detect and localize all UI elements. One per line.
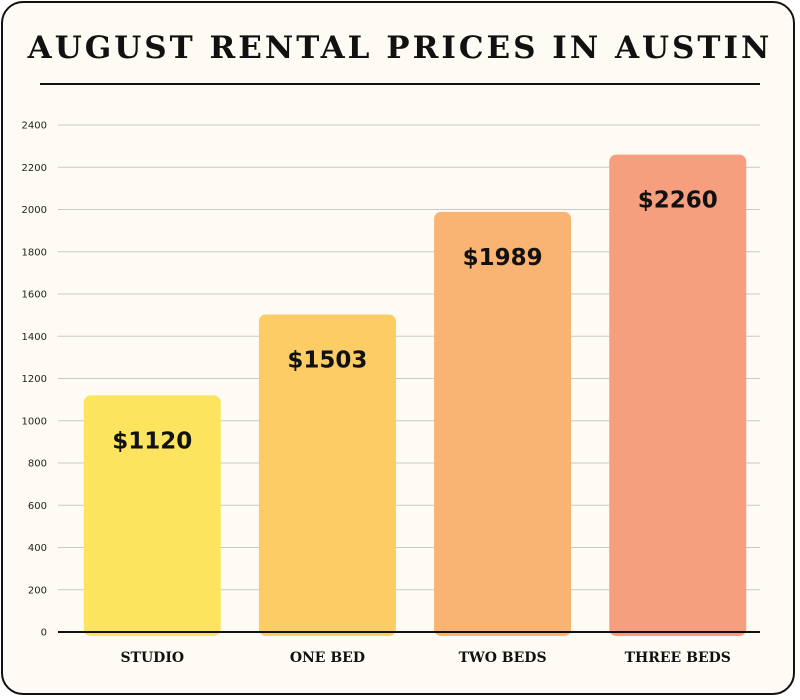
y-tick-label: 2200 bbox=[22, 163, 47, 174]
x-category-label: THREE BEDS bbox=[625, 650, 731, 666]
x-category-label: TWO BEDS bbox=[459, 650, 547, 666]
y-tick-label: 2000 bbox=[22, 205, 47, 216]
chart-title: AUGUST RENTAL PRICES IN AUSTIN bbox=[27, 30, 773, 66]
y-tick-label: 200 bbox=[28, 585, 47, 596]
y-tick-label: 1200 bbox=[22, 374, 47, 385]
y-tick-label: 400 bbox=[28, 543, 47, 554]
bar-studio bbox=[83, 395, 221, 636]
data-label: $1989 bbox=[463, 245, 543, 271]
bar-two-beds bbox=[434, 211, 572, 637]
x-category-label: ONE BED bbox=[290, 650, 365, 666]
bars bbox=[83, 154, 747, 637]
y-axis-ticks: 0 200 400 600 800 1000 1200 1400 1600 1800 2000 220… bbox=[22, 121, 47, 639]
y-tick-label: 1600 bbox=[22, 290, 47, 301]
y-tick-label: 600 bbox=[28, 501, 47, 512]
data-label: $1120 bbox=[112, 428, 192, 454]
y-tick-label: 2400 bbox=[22, 121, 47, 132]
y-tick-label: 0 bbox=[41, 628, 47, 639]
title-underline bbox=[40, 83, 760, 85]
y-tick-label: 1800 bbox=[22, 247, 47, 258]
data-label: $1503 bbox=[287, 347, 367, 373]
x-category-label: STUDIO bbox=[120, 650, 184, 666]
data-labels: $1120 $1503 $1989 $2260 bbox=[112, 188, 718, 455]
y-tick-label: 1400 bbox=[22, 332, 47, 343]
bar-three-beds bbox=[609, 154, 747, 636]
x-axis-labels: STUDIO ONE BED TWO BEDS THREE BEDS bbox=[120, 650, 730, 666]
data-label: $2260 bbox=[638, 188, 718, 214]
y-tick-label: 1000 bbox=[22, 416, 47, 427]
y-tick-label: 800 bbox=[28, 459, 47, 470]
bar-one-bed bbox=[258, 314, 396, 636]
